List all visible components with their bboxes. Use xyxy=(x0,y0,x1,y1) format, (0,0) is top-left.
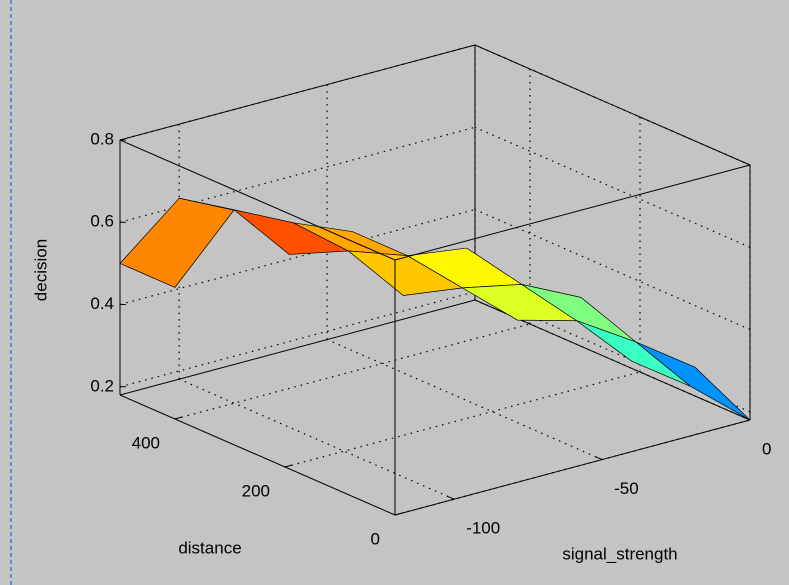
x-tick-label: -100 xyxy=(466,519,500,538)
y-tick xyxy=(284,464,293,468)
y-tick-label: 400 xyxy=(132,433,160,452)
box-edge xyxy=(119,299,476,396)
grid-line xyxy=(474,126,751,248)
grid-line xyxy=(326,339,603,461)
y-tick xyxy=(394,512,403,516)
y-axis-label: distance xyxy=(178,538,241,557)
box-edge xyxy=(119,394,396,516)
y-tick-label: 0 xyxy=(371,529,380,548)
z-tick-label: 0.4 xyxy=(90,294,114,313)
z-tick-label: 0.2 xyxy=(90,376,114,395)
grid-line xyxy=(119,208,476,306)
grid-line xyxy=(474,291,751,413)
grid-line xyxy=(174,323,531,420)
y-tick xyxy=(174,416,183,420)
z-tick-label: 0.6 xyxy=(90,212,114,231)
grid-line xyxy=(178,378,455,500)
grid-line xyxy=(284,371,641,468)
x-axis-label: signal_strength xyxy=(562,544,677,563)
z-axis-label: decision xyxy=(31,239,50,301)
grid-line xyxy=(474,208,751,331)
x-tick xyxy=(446,495,455,500)
grid-line xyxy=(119,291,476,388)
x-tick-label: 0 xyxy=(762,439,771,458)
box-edge xyxy=(474,44,751,166)
surface-patch xyxy=(635,341,751,421)
box-edge xyxy=(394,164,751,261)
box-edge xyxy=(119,44,476,141)
z-tick-label: 0.8 xyxy=(90,129,114,148)
y-tick-label: 200 xyxy=(242,481,270,500)
x-tick-label: -50 xyxy=(614,479,639,498)
x-tick xyxy=(742,416,751,421)
grid-line xyxy=(119,126,476,223)
box-edge xyxy=(119,139,396,261)
x-tick xyxy=(594,456,603,461)
